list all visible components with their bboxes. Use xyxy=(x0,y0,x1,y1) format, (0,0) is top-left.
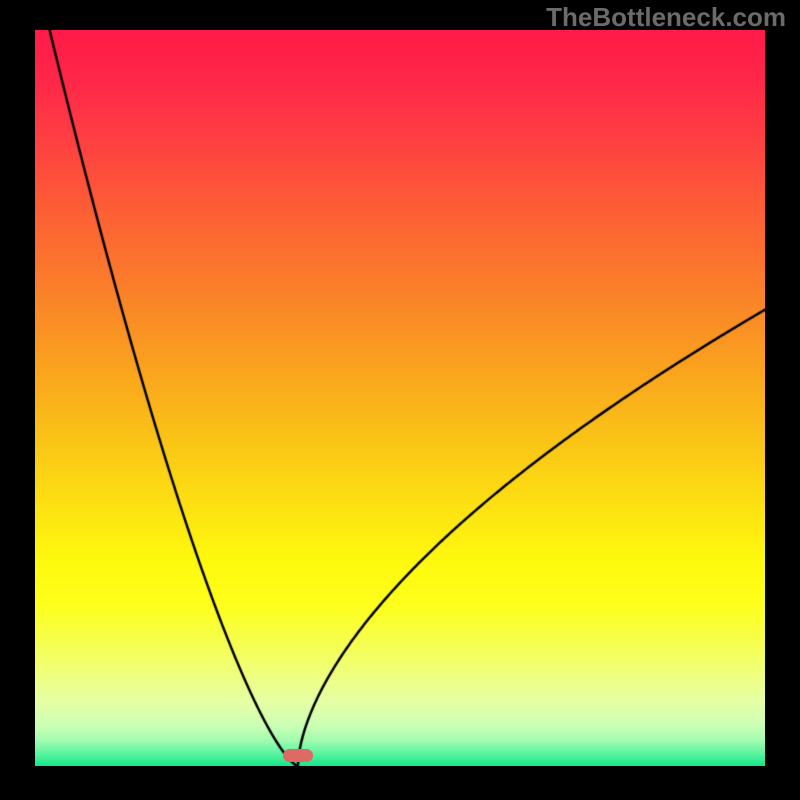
plot-area xyxy=(35,30,765,766)
vertex-marker xyxy=(283,749,313,762)
watermark-text: TheBottleneck.com xyxy=(546,2,786,33)
chart-container: TheBottleneck.com xyxy=(0,0,800,800)
bottleneck-curve xyxy=(35,30,765,766)
